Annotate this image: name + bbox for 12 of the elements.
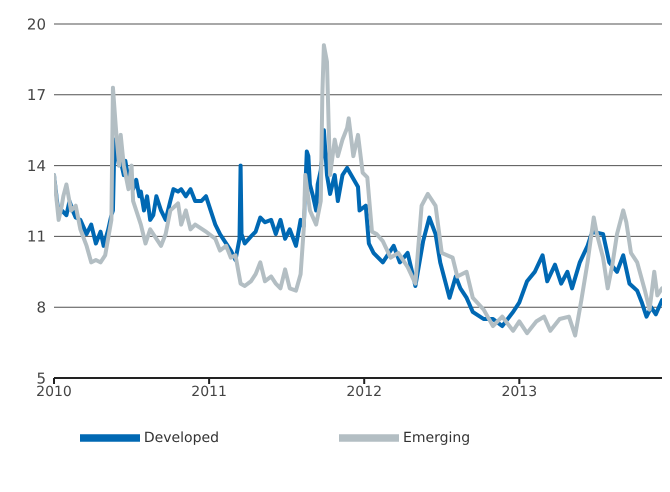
legend-label: Emerging <box>402 430 470 446</box>
legend-label: Developed <box>144 430 219 446</box>
y-tick-label: 17 <box>26 86 46 104</box>
y-tick-label: 20 <box>26 15 46 34</box>
y-tick-label: 8 <box>36 298 46 317</box>
line-series <box>54 43 662 338</box>
y-tick-label: 14 <box>26 156 46 175</box>
y-tick-label: 11 <box>26 228 46 246</box>
x-tick-label: 2011 <box>191 384 227 400</box>
x-tick-label: 2013 <box>501 384 538 400</box>
x-tick-label: 2012 <box>346 384 382 400</box>
x-tick-label: 2010 <box>36 384 72 400</box>
